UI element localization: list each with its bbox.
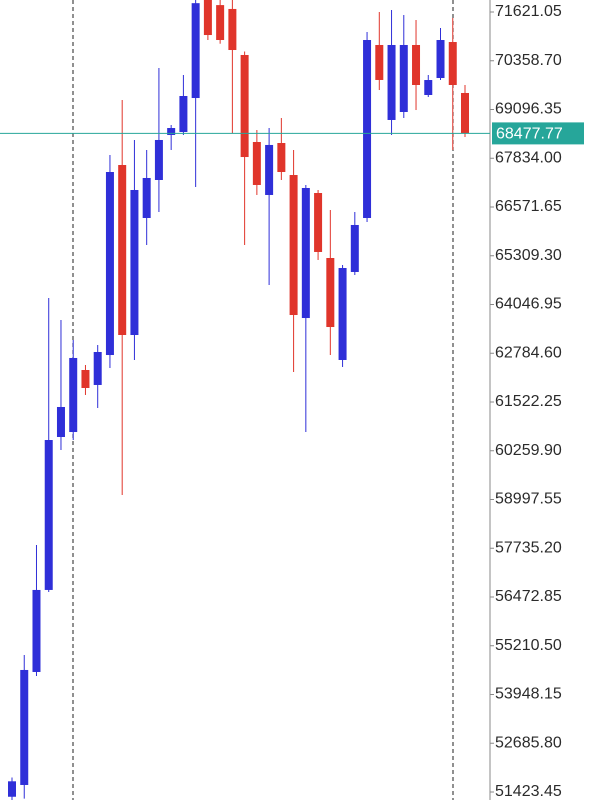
candle-body xyxy=(350,224,359,272)
candle-body xyxy=(154,139,163,180)
current-price-label: 68477.77 xyxy=(496,126,563,143)
candle-body xyxy=(240,54,249,158)
candle-body xyxy=(399,44,408,112)
candle-body xyxy=(130,189,139,336)
candle-body xyxy=(32,589,41,672)
y-tick-label: 70358.70 xyxy=(495,52,562,69)
candle-body xyxy=(301,187,310,319)
candle-body xyxy=(412,44,421,85)
candle-body xyxy=(93,351,102,385)
candle-body xyxy=(167,128,176,136)
candle-body xyxy=(363,40,372,218)
candle-body xyxy=(203,0,212,36)
candle-body xyxy=(338,268,347,360)
y-tick-label: 55210.50 xyxy=(495,637,562,654)
candle-body xyxy=(436,40,445,79)
y-tick-label: 71621.05 xyxy=(495,3,562,20)
y-tick-label: 69096.35 xyxy=(495,101,562,118)
candle-body xyxy=(20,669,29,785)
y-tick-label: 60259.90 xyxy=(495,442,562,459)
y-tick-label: 61522.25 xyxy=(495,393,562,410)
y-tick-label: 65309.30 xyxy=(495,247,562,264)
candle-body xyxy=(252,141,261,185)
candle-body xyxy=(216,5,225,41)
y-tick-label: 62784.60 xyxy=(495,344,562,361)
candles xyxy=(8,0,469,800)
candle-body xyxy=(461,92,469,134)
candle-body xyxy=(105,172,114,356)
y-tick-label: 66571.65 xyxy=(495,198,562,215)
candle-body xyxy=(289,175,298,316)
candle-body xyxy=(314,193,323,252)
y-tick-label: 52685.80 xyxy=(495,734,562,751)
candle-body xyxy=(326,258,335,328)
candle-body xyxy=(424,80,433,95)
candle-body xyxy=(228,8,237,51)
y-tick-label: 53948.15 xyxy=(495,686,562,703)
candle-body xyxy=(375,44,384,80)
candle-body xyxy=(81,369,90,388)
candle-body xyxy=(8,781,16,797)
candle-body xyxy=(277,143,286,173)
current-price-tag xyxy=(492,122,584,145)
candle-body xyxy=(142,177,151,218)
candle-body xyxy=(191,3,200,99)
candle-body xyxy=(69,357,78,433)
candle-body xyxy=(387,44,396,120)
candle-body xyxy=(265,144,274,195)
candle-body xyxy=(448,42,457,85)
candle-body xyxy=(44,440,53,590)
y-tick-label: 57735.20 xyxy=(495,539,562,556)
y-tick-label: 56472.85 xyxy=(495,588,562,605)
y-tick-label: 51423.45 xyxy=(495,783,562,800)
y-tick-label: 64046.95 xyxy=(495,296,562,313)
candle-body xyxy=(179,96,188,132)
y-tick-label: 67834.00 xyxy=(495,149,562,166)
y-tick-label: 58997.55 xyxy=(495,491,562,508)
candle-body xyxy=(118,165,127,336)
candle-body xyxy=(56,406,65,437)
